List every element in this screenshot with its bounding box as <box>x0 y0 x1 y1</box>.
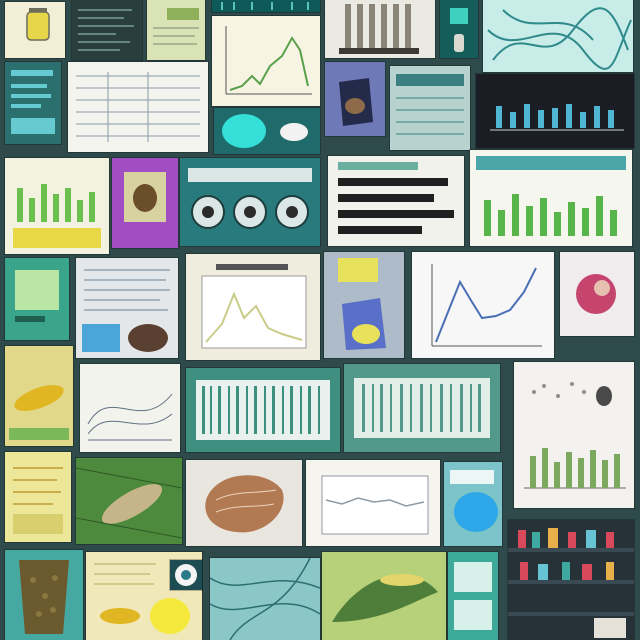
tile-cyan-report <box>5 62 61 144</box>
tile-yellow-larva <box>5 346 73 446</box>
tile-small-disc <box>170 560 202 590</box>
tile-microscope-fibers <box>483 0 633 72</box>
tile-teal-leaf-map <box>210 558 320 640</box>
tile-mossy-cup <box>5 550 83 640</box>
tile-peak-line-chart-soft <box>186 254 320 360</box>
tile-lemon-specimen <box>324 252 404 358</box>
tile-scatter-bar-doc <box>514 362 634 508</box>
tile-dark-bars <box>328 156 464 246</box>
tile-green-document <box>147 0 205 60</box>
tile-teal-strip <box>212 0 320 12</box>
tile-green-bar-chart <box>5 158 109 254</box>
tile-green-bar-chart-large <box>470 150 632 246</box>
tile-teal-table <box>390 66 470 150</box>
tile-green-leaf-larva <box>76 458 182 544</box>
tile-dark-data-panel <box>72 0 142 60</box>
tile-dark-bar-chart <box>476 74 634 148</box>
tile-blue-blob <box>444 462 502 546</box>
tile-teal-screen <box>440 0 478 58</box>
tile-green-panel <box>5 258 69 340</box>
tile-peak-line-chart <box>212 16 320 106</box>
tile-teal-sheet <box>448 552 498 640</box>
tile-text-document <box>76 258 178 358</box>
tile-specimen-jar <box>5 2 65 58</box>
tile-cyan-disc <box>214 108 320 154</box>
tile-sketch-diagram <box>80 364 180 452</box>
tile-spreadsheet-doc <box>68 62 208 152</box>
tile-striped-specimen <box>325 0 435 58</box>
tile-shelves <box>508 520 634 640</box>
tile-yellow-notes <box>5 452 71 542</box>
tile-blue-line-chart <box>412 252 554 358</box>
tile-teal-barcode-panel-2 <box>344 364 500 452</box>
tile-olive-leaf <box>322 552 446 640</box>
tile-specimen-photo <box>112 158 178 248</box>
tile-specimen-jar-blue <box>325 62 385 136</box>
tile-red-sphere <box>560 252 634 336</box>
specimen-jar-icon <box>26 8 50 41</box>
tile-petri-dishes <box>180 158 320 246</box>
tile-teal-barcode-panel <box>186 368 340 452</box>
tile-table-chart <box>306 460 440 546</box>
tile-brown-specimen <box>186 460 302 546</box>
